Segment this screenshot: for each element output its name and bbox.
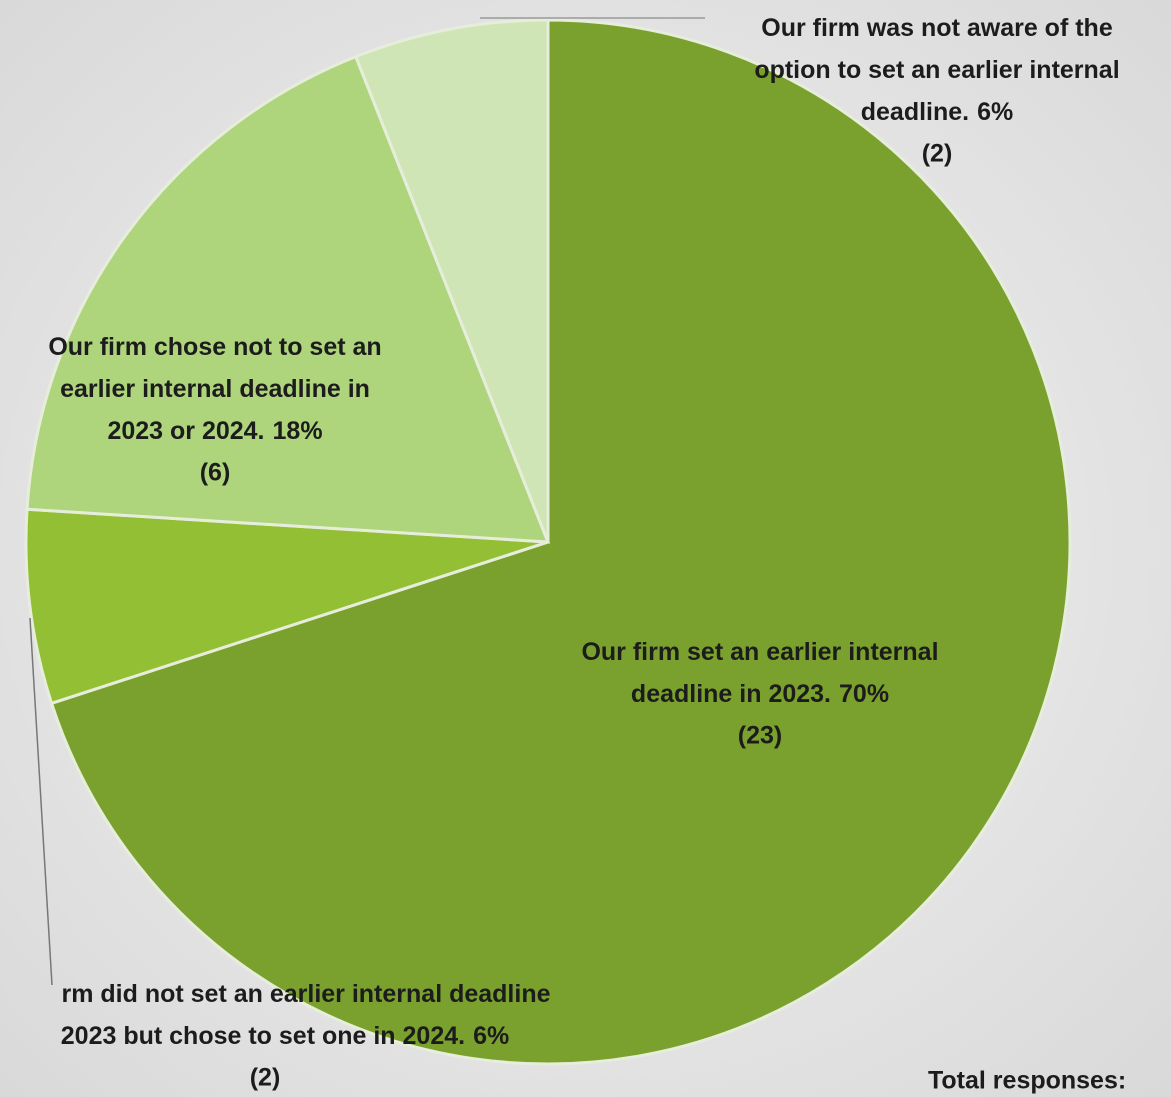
slice-label-text: option to set an earlier internal — [754, 56, 1119, 84]
pie — [24, 17, 1072, 1066]
pie-slice — [49, 18, 1072, 1066]
slice-label-text: 2023 or 2024. — [107, 417, 264, 445]
slice-label-text: deadline. — [861, 98, 969, 126]
slice-label: rm did not set an earlier internal deadl… — [61, 980, 550, 1008]
slice-label: deadline in 2023. 70% — [631, 680, 889, 708]
leader-line — [29, 617, 53, 986]
slice-percent: 70% — [839, 680, 889, 708]
slice-label: Our firm chose not to set an — [48, 333, 381, 361]
total-note: Total responses: — [928, 1067, 1126, 1095]
pie-slice — [24, 507, 549, 706]
slice-label-text: Our firm chose not to set an — [48, 333, 381, 361]
pie-slice — [353, 18, 550, 543]
pie-slice — [25, 54, 551, 544]
slice-label: earlier internal deadline in — [60, 375, 370, 403]
slice-label-text: earlier internal deadline in — [60, 375, 370, 403]
slice-count: (2) — [922, 140, 953, 168]
slice-percent: 6% — [473, 1022, 509, 1050]
slice-label-text: 2023 but chose to set one in 2024. — [61, 1022, 465, 1050]
slice-label: Our firm set an earlier internal — [581, 638, 938, 666]
slice-percent: 6% — [977, 98, 1013, 126]
slice-label-text: Our firm set an earlier internal — [581, 638, 938, 666]
slice-label-text: rm did not set an earlier internal deadl… — [61, 980, 550, 1008]
slice-count: (6) — [200, 459, 231, 487]
slice-label: option to set an earlier internal — [754, 56, 1119, 84]
slice-label-text: deadline in 2023. — [631, 680, 831, 708]
slice-label: Our firm was not aware of the — [761, 14, 1113, 42]
slice-percent: 18% — [273, 417, 323, 445]
slice-label: deadline. 6% — [861, 98, 1014, 126]
slice-count: (23) — [738, 722, 782, 750]
labels: Our firm set an earlier internal deadline… — [48, 14, 1119, 1092]
slice-label: 2023 but chose to set one in 2024. 6% — [61, 1022, 509, 1050]
slice-label-text: Our firm was not aware of the — [761, 14, 1113, 42]
slice-count: (2) — [250, 1064, 281, 1092]
slice-label: 2023 or 2024. 18% — [107, 417, 322, 445]
